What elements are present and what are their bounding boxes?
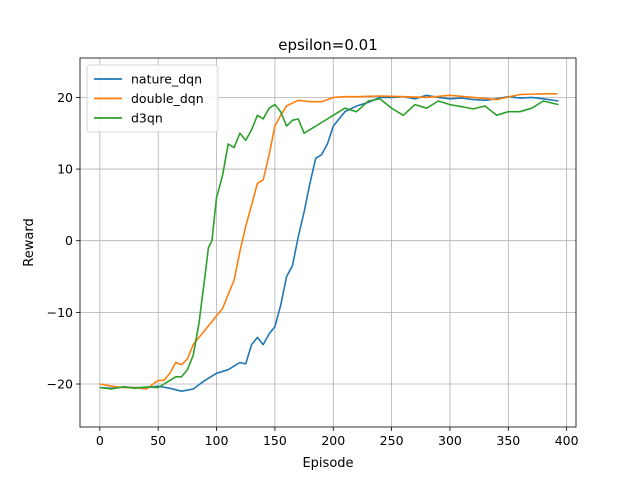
x-tick-label: 50 [150,433,166,448]
y-tick-label: 10 [57,162,73,177]
x-tick-label: 200 [321,433,345,448]
legend-box [86,64,219,133]
legend-label: nature_dqn [131,72,202,87]
y-tick-label: −10 [47,305,73,320]
series-lines [99,93,559,392]
legend-label: d3qn [131,111,163,126]
x-tick-label: 100 [205,433,229,448]
series-line-nature_dqn [99,94,559,392]
x-tick-label: 150 [263,433,287,448]
grid-lines [80,58,576,427]
x-tick-label: 250 [380,433,404,448]
x-tick-label: 350 [496,433,520,448]
legend-label: double_dqn [131,91,204,106]
y-tick-label: 20 [57,90,73,105]
series-line-double_dqn [99,93,558,390]
x-tick-label: 300 [438,433,462,448]
series-line-d3qn [99,98,559,390]
y-tick-label: 0 [65,233,73,248]
x-tick-label: 400 [555,433,579,448]
legend: nature_dqn double_dqn d3qn [86,64,219,133]
y-tick-label: −20 [47,377,73,392]
x-tick-label: 0 [96,433,104,448]
chart-title: epsilon=0.01 [278,36,378,54]
axis-ticks: 0 50 100 150 200 250 300 350 400 −20 −10 0 10 20 [47,90,579,448]
plot-frame [79,57,577,428]
y-axis-label: Reward [22,218,37,266]
x-axis-label: Episode [302,456,353,471]
